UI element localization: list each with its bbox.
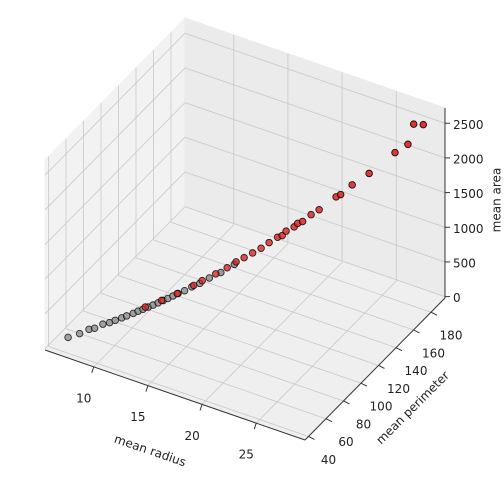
point	[75, 329, 84, 338]
grid-line	[184, 136, 446, 228]
point	[223, 263, 231, 272]
y-axis	[304, 297, 446, 441]
x-tick-label: 25	[239, 448, 254, 462]
point	[189, 281, 198, 290]
x-tick-label: 20	[184, 429, 199, 443]
x-axis	[44, 349, 306, 441]
grid-line	[93, 224, 235, 368]
point	[232, 258, 240, 266]
point	[265, 238, 273, 247]
grid-line	[184, 171, 446, 263]
point	[90, 324, 99, 333]
y-tick	[308, 436, 315, 440]
x-axis-label: mean radius	[112, 432, 187, 470]
point	[248, 249, 257, 257]
z-tick-label: 1500	[453, 187, 484, 201]
x-tick	[199, 404, 203, 411]
y-tick	[360, 382, 368, 387]
z-tick-label: 0	[453, 291, 461, 305]
grid-line	[135, 257, 397, 349]
grid-line	[65, 328, 327, 420]
point	[315, 205, 323, 214]
grid-line	[44, 67, 186, 211]
grid-line	[83, 310, 344, 402]
y-tick-label: 40	[321, 453, 336, 467]
point	[298, 217, 307, 226]
grid-line	[201, 262, 343, 405]
point	[122, 312, 131, 320]
grid-line	[118, 275, 379, 366]
z-axis-label: mean area	[490, 168, 504, 233]
x-tick-label: 15	[130, 410, 145, 424]
point	[180, 286, 189, 295]
point	[240, 253, 248, 262]
point	[419, 120, 428, 129]
grid-line	[147, 243, 289, 386]
x-tick-label: 10	[76, 391, 91, 405]
y-tick-label: 60	[338, 435, 353, 449]
point	[336, 190, 345, 199]
point	[307, 210, 315, 219]
grid-line	[44, 102, 186, 245]
grid-line	[48, 346, 309, 437]
grid-line	[44, 206, 186, 349]
x-tick	[145, 385, 149, 392]
point	[141, 303, 150, 311]
y-tick	[430, 311, 438, 316]
point	[365, 169, 373, 178]
grid-line	[170, 221, 432, 313]
point	[348, 181, 356, 189]
grid-line	[153, 239, 414, 331]
point	[173, 289, 181, 298]
point	[391, 148, 399, 157]
z-tick-label: 2500	[453, 118, 484, 132]
point	[99, 320, 107, 328]
point	[409, 120, 418, 128]
point	[257, 244, 265, 252]
y-tick-label: 180	[440, 329, 463, 343]
x-tick	[91, 366, 95, 374]
y-tick-label: 100	[370, 400, 393, 414]
grid-line	[184, 67, 446, 159]
grid-line	[255, 280, 397, 424]
grid-line	[184, 32, 446, 124]
y-tick-label: 160	[422, 346, 445, 360]
z-tick-label: 500	[453, 256, 476, 270]
point	[157, 296, 166, 305]
y-tick	[325, 418, 333, 423]
point	[211, 270, 220, 278]
grid-line	[44, 136, 186, 280]
grid-line	[184, 102, 446, 193]
y-tick	[343, 400, 350, 405]
point	[111, 316, 119, 325]
y-tick	[413, 329, 420, 334]
grid-line	[44, 32, 186, 176]
y-tick-label: 120	[387, 382, 410, 396]
point	[282, 227, 290, 235]
grid-line	[184, 206, 446, 297]
point	[404, 140, 412, 149]
y-tick	[378, 365, 385, 369]
y-tick-label: 140	[405, 364, 428, 378]
z-tick-label: 1000	[453, 222, 484, 236]
point	[198, 276, 206, 285]
grid-line	[44, 171, 186, 315]
z-tick-label: 2000	[453, 152, 484, 166]
point	[64, 333, 72, 342]
y-tick	[395, 347, 403, 352]
x-tick	[253, 422, 257, 430]
point	[205, 274, 214, 282]
y-tick-label: 80	[356, 417, 371, 431]
